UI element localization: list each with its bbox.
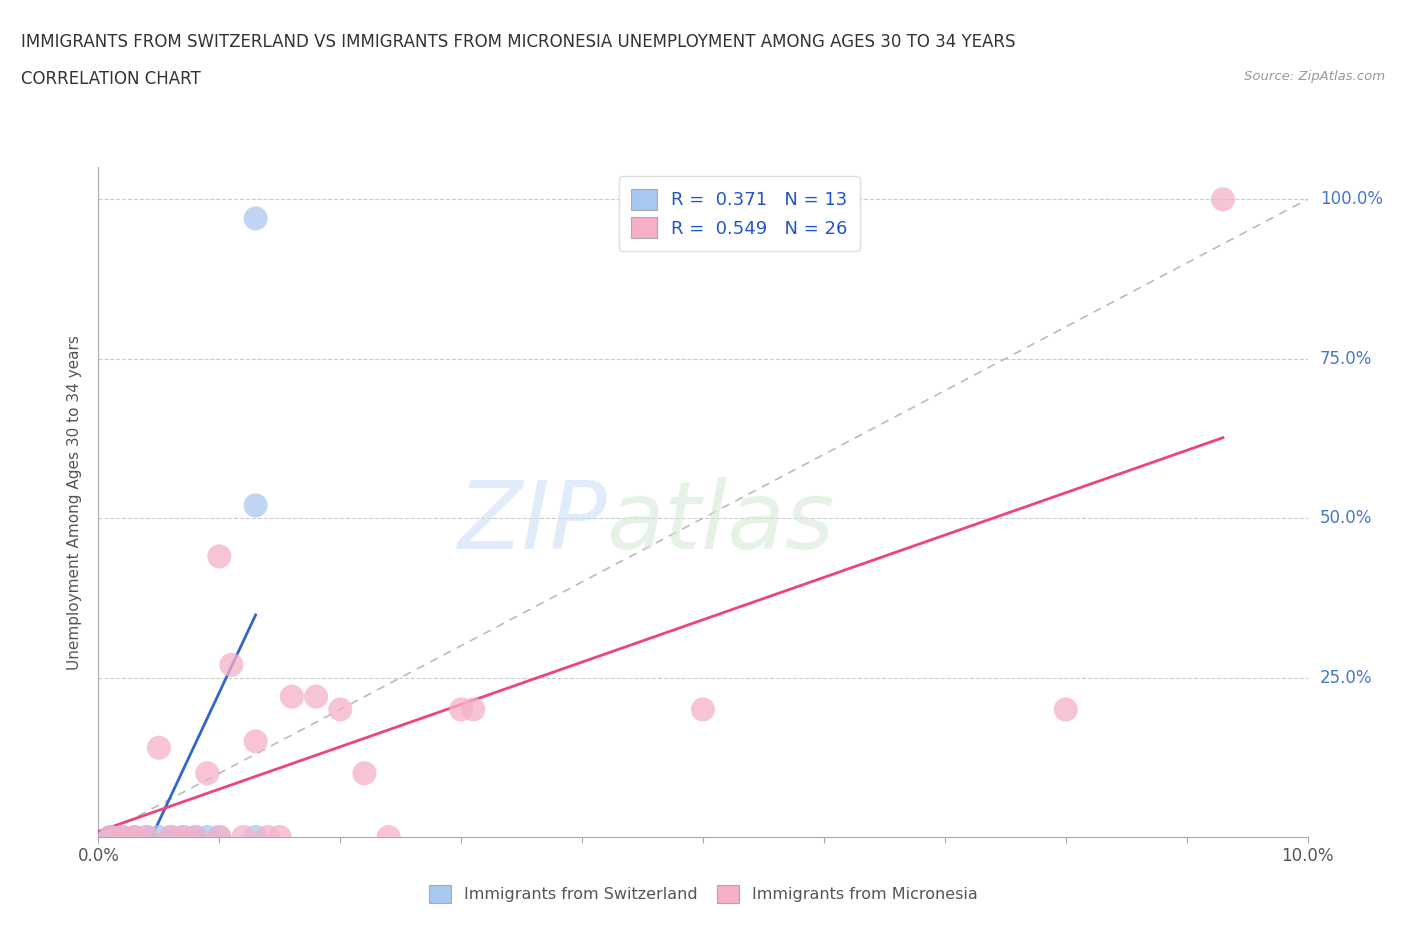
Point (195, 765, 218, 780)
Text: 100.0%: 100.0% (1320, 191, 1382, 208)
Text: atlas: atlas (606, 477, 835, 568)
Point (111, 830, 134, 844)
Point (184, 830, 207, 844)
Legend: Immigrants from Switzerland, Immigrants from Micronesia: Immigrants from Switzerland, Immigrants … (422, 878, 984, 910)
Text: Source: ZipAtlas.com: Source: ZipAtlas.com (1244, 70, 1385, 83)
Point (353, 765, 375, 780)
Text: IMMIGRANTS FROM SWITZERLAND VS IMMIGRANTS FROM MICRONESIA UNEMPLOYMENT AMONG AGE: IMMIGRANTS FROM SWITZERLAND VS IMMIGRANT… (21, 33, 1015, 50)
Point (450, 702, 472, 717)
Text: 50.0%: 50.0% (1320, 509, 1372, 527)
Point (100, 830, 122, 844)
Point (281, 689, 304, 704)
Point (1054, 702, 1077, 717)
Point (245, 211, 267, 226)
Point (172, 830, 194, 844)
Text: 25.0%: 25.0% (1320, 669, 1372, 686)
Point (160, 830, 183, 844)
Y-axis label: Unemployment Among Ages 30 to 34 years: Unemployment Among Ages 30 to 34 years (67, 335, 83, 670)
Point (1212, 192, 1234, 206)
Point (221, 658, 243, 672)
Text: CORRELATION CHART: CORRELATION CHART (21, 70, 201, 87)
Point (208, 549, 231, 564)
Point (245, 498, 267, 512)
Point (692, 702, 714, 717)
Point (135, 830, 157, 844)
Point (463, 702, 485, 717)
Point (208, 830, 231, 844)
Point (305, 689, 328, 704)
Point (148, 740, 170, 755)
Point (245, 830, 267, 844)
Point (160, 830, 183, 844)
Point (148, 830, 170, 844)
Point (184, 830, 207, 844)
Point (111, 830, 134, 844)
Point (124, 830, 146, 844)
Point (195, 830, 218, 844)
Point (135, 830, 157, 844)
Text: 75.0%: 75.0% (1320, 350, 1372, 367)
Point (172, 830, 194, 844)
Point (256, 830, 278, 844)
Point (208, 830, 231, 844)
Point (232, 830, 254, 844)
Point (377, 830, 399, 844)
Point (245, 734, 267, 749)
Point (269, 830, 291, 844)
Point (124, 830, 146, 844)
Point (100, 830, 122, 844)
Text: ZIP: ZIP (457, 477, 606, 568)
Point (329, 702, 352, 717)
